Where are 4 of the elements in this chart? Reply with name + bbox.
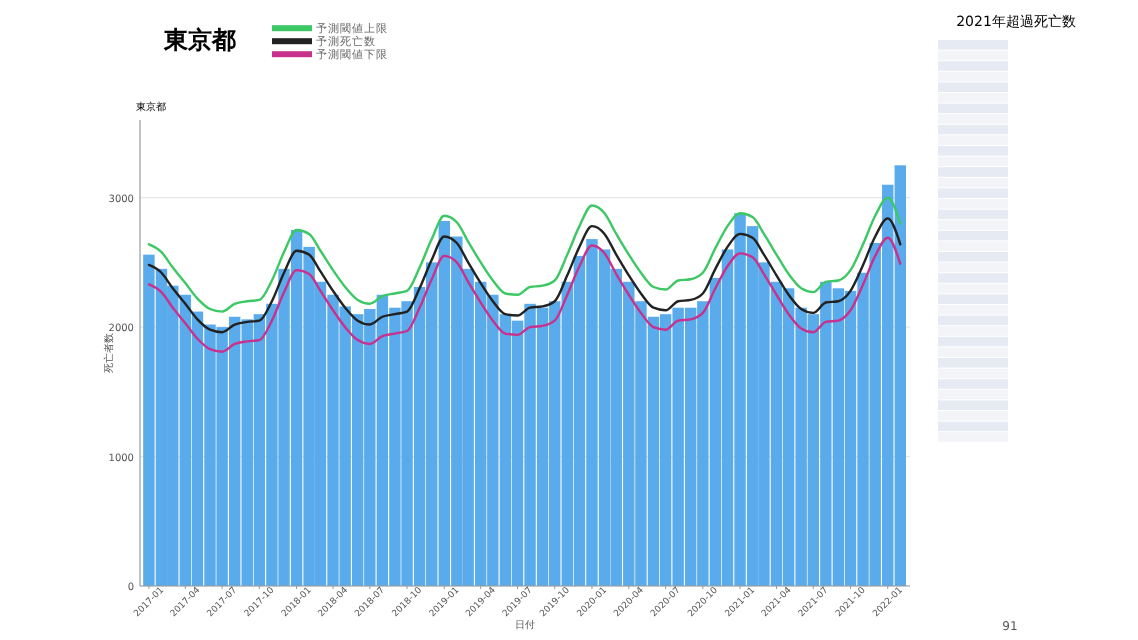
line-series — [147, 217, 902, 334]
line-series — [147, 236, 902, 353]
line-series — [147, 196, 902, 313]
chart-title: 東京都 — [162, 26, 236, 54]
